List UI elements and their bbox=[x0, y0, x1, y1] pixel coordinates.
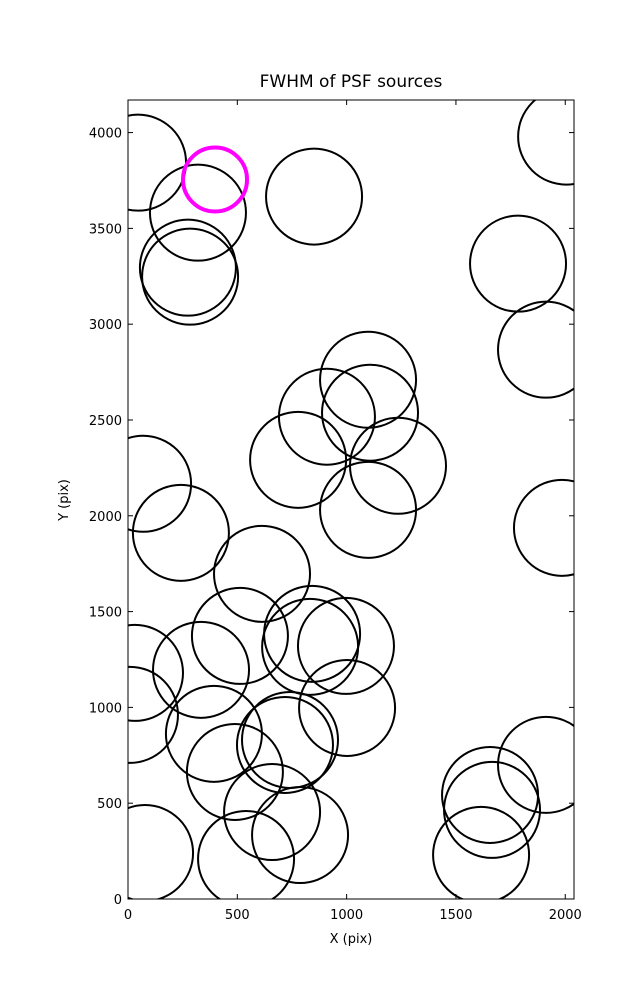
marker bbox=[251, 786, 350, 885]
y-tick-label: 1000 bbox=[89, 701, 122, 716]
marker bbox=[261, 597, 360, 696]
marker bbox=[128, 804, 195, 899]
x-tick-label: 2000 bbox=[549, 908, 582, 923]
marker bbox=[138, 218, 237, 317]
plot-frame bbox=[127, 99, 575, 900]
y-tick-label: 1500 bbox=[89, 606, 122, 621]
x-axis-label: X (pix) bbox=[330, 932, 373, 947]
x-tick-label: 1500 bbox=[439, 908, 472, 923]
y-tick-label: 4000 bbox=[89, 127, 122, 142]
y-axis-label: Y (pix) bbox=[57, 479, 72, 522]
x-tick-label: 1000 bbox=[330, 908, 363, 923]
marker bbox=[164, 684, 263, 783]
y-tick-label: 2000 bbox=[89, 510, 122, 525]
marker bbox=[213, 524, 312, 623]
marker bbox=[190, 586, 289, 685]
marker bbox=[152, 620, 251, 719]
marker bbox=[517, 100, 574, 186]
y-tick-label: 500 bbox=[97, 797, 122, 812]
marker bbox=[235, 695, 334, 794]
marker bbox=[321, 363, 420, 462]
marker bbox=[319, 460, 418, 559]
marker bbox=[497, 715, 574, 814]
marker bbox=[298, 658, 397, 757]
marker bbox=[141, 227, 240, 326]
y-tick-label: 3000 bbox=[89, 318, 122, 333]
y-tick-label: 3500 bbox=[89, 222, 122, 237]
marker bbox=[265, 147, 364, 246]
marker bbox=[432, 805, 531, 899]
marker bbox=[185, 722, 284, 821]
chart-title: FWHM of PSF sources bbox=[260, 72, 443, 92]
marker bbox=[128, 665, 179, 764]
marker bbox=[296, 596, 395, 695]
marker bbox=[497, 300, 574, 399]
highlight-marker bbox=[181, 145, 250, 214]
marker bbox=[148, 163, 247, 262]
marker bbox=[131, 483, 230, 582]
x-tick-label: 0 bbox=[124, 908, 132, 923]
marker bbox=[197, 809, 296, 899]
x-tick-label: 500 bbox=[225, 908, 250, 923]
marker bbox=[128, 623, 184, 722]
marker bbox=[223, 763, 322, 862]
marker bbox=[512, 478, 574, 577]
marker bbox=[249, 410, 348, 509]
y-tick-label: 2500 bbox=[89, 414, 122, 429]
marker bbox=[443, 760, 542, 859]
marker bbox=[128, 434, 193, 533]
y-tick-label: 0 bbox=[114, 893, 122, 908]
